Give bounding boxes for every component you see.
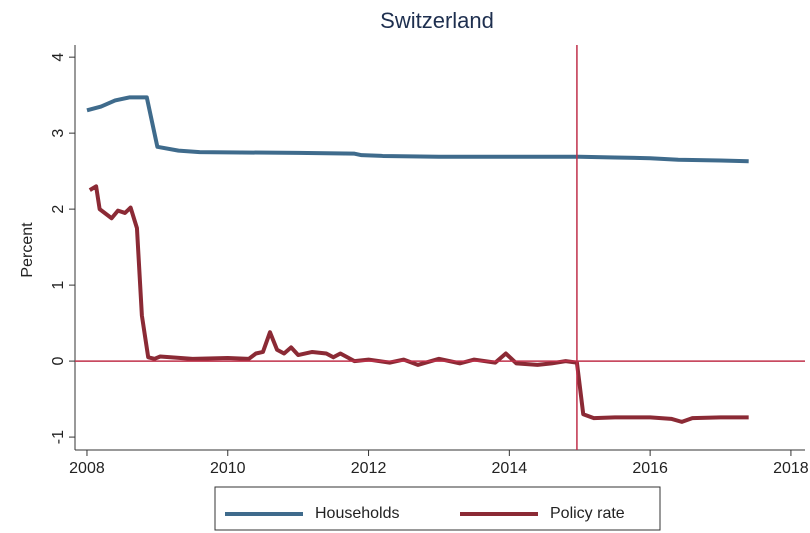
y-tick-label: -1 [50,430,67,444]
y-tick-label: 1 [50,281,67,290]
x-tick-label: 2012 [351,460,387,477]
legend-label: Policy rate [550,505,625,522]
x-tick-label: 2010 [210,460,246,477]
x-tick-label: 2014 [492,460,528,477]
y-tick-label: 2 [50,205,67,214]
y-tick-label: 3 [50,129,67,138]
x-tick-label: 2008 [69,460,105,477]
x-tick-label: 2016 [632,460,668,477]
series-line [88,184,749,424]
y-tick-label: 0 [50,357,67,366]
legend-label: Households [315,505,400,522]
x-tick-label: 2018 [773,460,809,477]
y-axis-label: Percent [19,222,36,278]
legend-box [214,486,661,531]
series-line [86,95,749,164]
chart-title: Switzerland [380,8,494,33]
y-tick-label: 4 [50,53,67,62]
